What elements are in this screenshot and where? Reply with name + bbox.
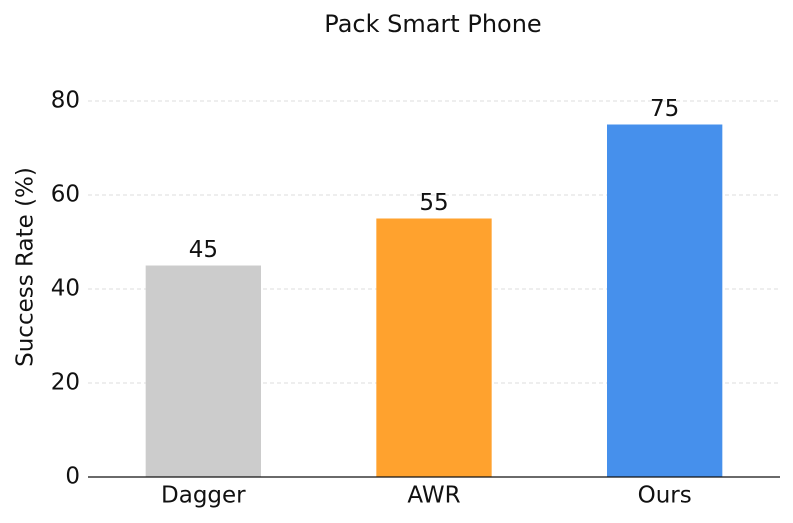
bar — [376, 218, 492, 477]
data-label: 55 — [419, 190, 448, 216]
bar — [145, 265, 261, 477]
bar — [607, 124, 723, 477]
y-tick-label: 40 — [51, 276, 80, 302]
x-tick-label: AWR — [407, 483, 460, 509]
chart-title: Pack Smart Phone — [324, 10, 541, 38]
y-tick-label: 60 — [51, 182, 80, 208]
y-tick-label: 20 — [51, 370, 80, 396]
data-label: 75 — [650, 96, 679, 122]
y-tick-label: 80 — [51, 88, 80, 114]
x-tick-label: Dagger — [161, 483, 246, 509]
x-tick-label: Ours — [638, 483, 692, 509]
y-axis-label: Success Rate (%) — [13, 167, 39, 367]
y-tick-label: 0 — [65, 464, 80, 490]
data-label: 45 — [189, 237, 218, 263]
